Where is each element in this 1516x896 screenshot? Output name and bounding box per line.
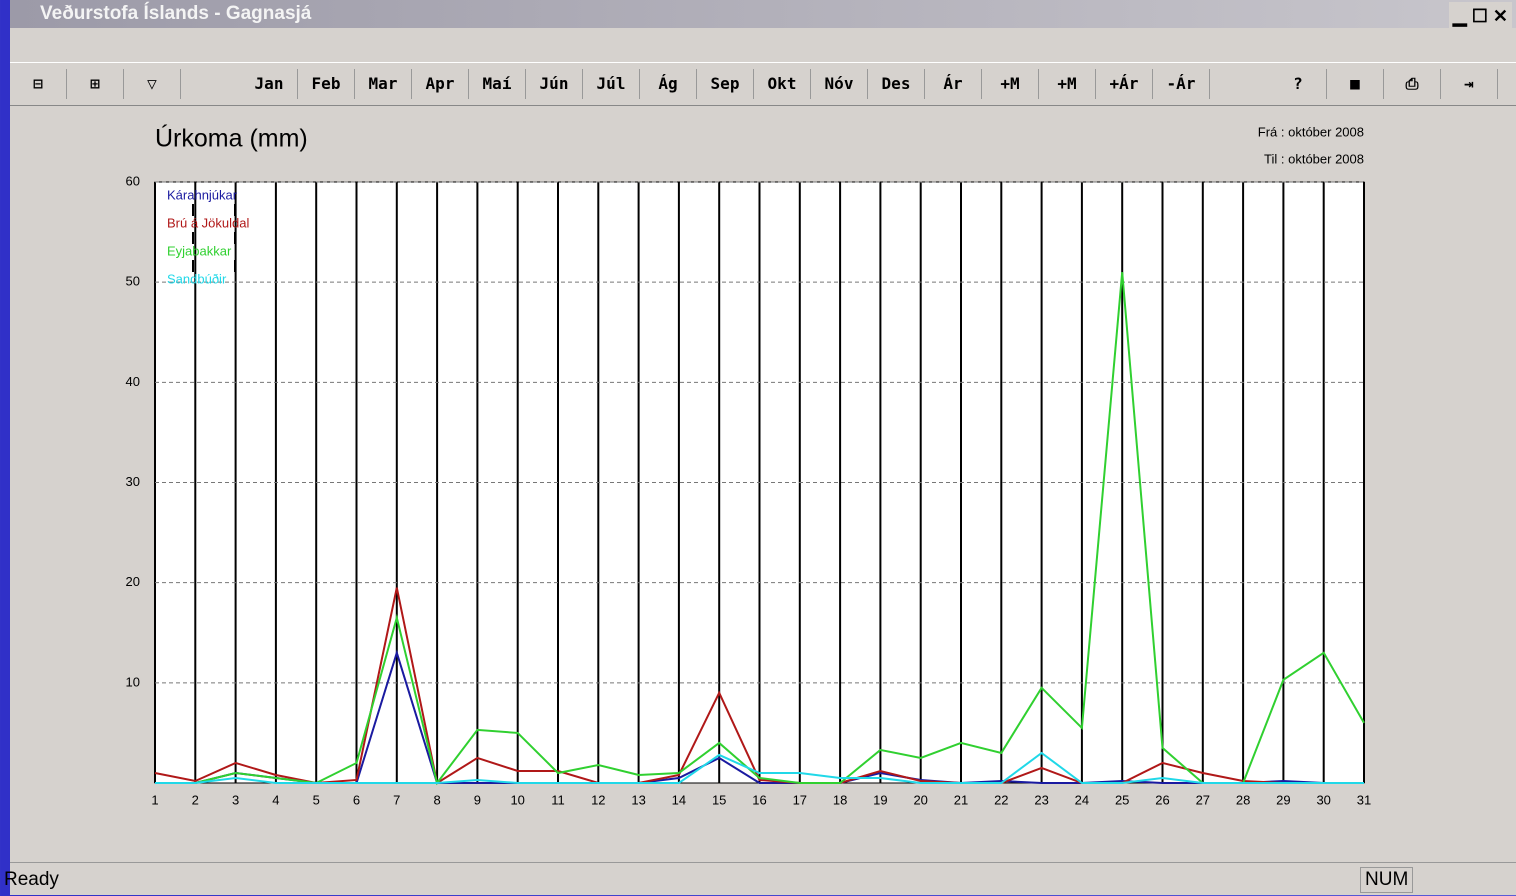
button-group: Jan Feb Mar Apr Maí Jún Júl Ág Sep Okt Nóv Des Ár +M +…: [241, 69, 1210, 99]
month-button[interactable]: Nóv: [811, 69, 868, 99]
x-tick-label: 24: [1075, 792, 1089, 807]
month-button[interactable]: Ág: [640, 69, 697, 99]
x-tick-label: 3: [232, 792, 239, 807]
series-line: [155, 272, 1365, 786]
x-tick-label: 20: [913, 792, 927, 807]
y-tick-label: 10: [126, 674, 140, 689]
save-button[interactable]: ■: [1327, 69, 1384, 99]
icon-button[interactable]: ▽: [124, 69, 181, 99]
month-button[interactable]: Apr: [412, 69, 469, 99]
chart: Úrkoma (mm) Frá : október 2008 Til : okt…: [126, 124, 1372, 808]
x-tick-label: 6: [353, 792, 360, 807]
x-tick-label: 18: [833, 792, 847, 807]
num-indicator: NUM: [1360, 867, 1414, 893]
y-tick-label: 40: [126, 374, 140, 389]
month-button[interactable]: Maí: [469, 69, 526, 99]
x-tick-label: 25: [1115, 792, 1129, 807]
x-tick-label: 10: [510, 792, 524, 807]
month-button[interactable]: -Ár: [1153, 69, 1210, 99]
x-tick-label: 1: [151, 792, 158, 807]
x-tick-label: 13: [631, 792, 645, 807]
x-tick-label: 26: [1155, 792, 1169, 807]
x-tick-label: 4: [272, 792, 279, 807]
x-tick-label: 30: [1316, 792, 1330, 807]
x-tick-label: 16: [752, 792, 766, 807]
icon-button[interactable]: ⊟: [10, 69, 67, 99]
print-button[interactable]: ⎙: [1384, 69, 1441, 99]
month-button[interactable]: +Ár: [1096, 69, 1153, 99]
month-button[interactable]: Sep: [697, 69, 754, 99]
icon-button[interactable]: ⊞: [67, 69, 124, 99]
y-tick-label: 60: [126, 173, 140, 188]
status-bar: Ready NUM: [4, 862, 1516, 896]
month-button[interactable]: Jan: [241, 69, 298, 99]
chart-title: Úrkoma (mm): [155, 124, 308, 153]
legend-label: Eyjabakkar: [167, 243, 232, 258]
x-tick-label: 23: [1034, 792, 1048, 807]
month-button[interactable]: Mar: [355, 69, 412, 99]
x-tick-label: 2: [192, 792, 199, 807]
legend-label: Kárahnjúkar: [167, 187, 238, 202]
x-tick-label: 15: [712, 792, 726, 807]
x-tick-label: 31: [1357, 792, 1371, 807]
status-text: Ready: [4, 869, 59, 890]
x-tick-label: 27: [1196, 792, 1210, 807]
exit-button[interactable]: ⇥: [1441, 69, 1498, 99]
title-bar: Veðurstofa Íslands - Gagnasjá ▁ ☐ ✕: [10, 0, 1516, 30]
x-tick-label: 19: [873, 792, 887, 807]
window-controls[interactable]: ▁ ☐ ✕: [1448, 2, 1512, 30]
legend-label: Brú á Jökuldal: [167, 215, 249, 230]
month-button[interactable]: Feb: [298, 69, 355, 99]
month-button[interactable]: Jún: [526, 69, 583, 99]
month-button[interactable]: Okt: [754, 69, 811, 99]
month-button[interactable]: Júl: [583, 69, 640, 99]
y-tick-label: 50: [126, 274, 140, 289]
app-window: Veðurstofa Íslands - Gagnasjá ▁ ☐ ✕ ⊟ ⊞ …: [4, 0, 1516, 896]
month-button[interactable]: +M: [982, 69, 1039, 99]
x-tick-label: 11: [551, 792, 565, 807]
series-line: [154, 587, 1364, 785]
help-button[interactable]: ?: [1270, 69, 1327, 99]
x-tick-label: 22: [994, 792, 1008, 807]
month-button[interactable]: +M: [1039, 69, 1096, 99]
x-tick-label: 12: [591, 792, 605, 807]
date-to: Til : október 2008: [1264, 151, 1364, 166]
x-tick-label: 17: [793, 792, 807, 807]
x-tick-label: 29: [1276, 792, 1290, 807]
series-line: [155, 751, 1364, 784]
x-tick-label: 8: [433, 792, 440, 807]
x-tick-label: 5: [313, 792, 320, 807]
legend-label: Sandbúðir: [167, 271, 227, 286]
window-title: Veðurstofa Íslands - Gagnasjá: [40, 3, 312, 24]
y-tick-label: 30: [126, 474, 140, 489]
month-button[interactable]: Des: [868, 69, 925, 99]
x-tick-label: 28: [1236, 792, 1250, 807]
x-tick-label: 21: [954, 792, 968, 807]
date-from: Frá : október 2008: [1258, 124, 1364, 139]
y-tick-label: 20: [126, 574, 140, 589]
month-button[interactable]: Ár: [925, 69, 982, 99]
toolbar: ⊟ ⊞ ▽ Jan Feb Mar Apr Maí Jún Júl Ág Sep Okt Nóv De…: [10, 62, 1516, 106]
x-tick-label: 7: [393, 792, 400, 807]
x-tick-label: 9: [474, 792, 481, 807]
x-tick-label: 14: [672, 792, 686, 807]
